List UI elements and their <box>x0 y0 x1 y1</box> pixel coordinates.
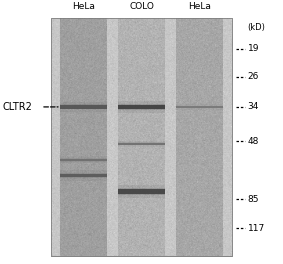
Text: 117: 117 <box>248 224 265 233</box>
Bar <box>118 189 165 194</box>
Text: (kD): (kD) <box>248 23 265 32</box>
Bar <box>118 143 165 145</box>
Bar <box>118 105 165 109</box>
Bar <box>176 18 223 256</box>
Text: HeLa: HeLa <box>188 2 211 11</box>
Bar <box>176 106 223 108</box>
Bar <box>118 142 165 145</box>
Bar <box>118 141 165 147</box>
Text: 85: 85 <box>248 195 259 204</box>
Bar <box>51 18 232 256</box>
Bar <box>60 105 107 109</box>
Bar <box>60 18 107 256</box>
Bar <box>60 158 107 162</box>
Text: 26: 26 <box>248 72 259 81</box>
Bar <box>118 185 165 198</box>
Bar <box>118 188 165 195</box>
Text: 34: 34 <box>248 102 259 111</box>
Bar <box>51 18 232 256</box>
Text: COLO: COLO <box>129 2 154 11</box>
Bar <box>60 174 107 177</box>
Bar <box>60 102 107 112</box>
Bar <box>118 18 165 256</box>
Bar <box>118 101 165 113</box>
Text: 48: 48 <box>248 137 259 146</box>
Bar <box>60 158 107 161</box>
Bar <box>60 170 107 181</box>
Bar <box>60 173 107 178</box>
Bar <box>176 104 223 110</box>
Text: CLTR2: CLTR2 <box>3 102 33 112</box>
Bar <box>60 156 107 163</box>
Text: 19: 19 <box>248 44 259 53</box>
Bar <box>176 106 223 108</box>
Text: HeLa: HeLa <box>72 2 95 11</box>
Bar <box>60 104 107 110</box>
Bar <box>118 104 165 110</box>
